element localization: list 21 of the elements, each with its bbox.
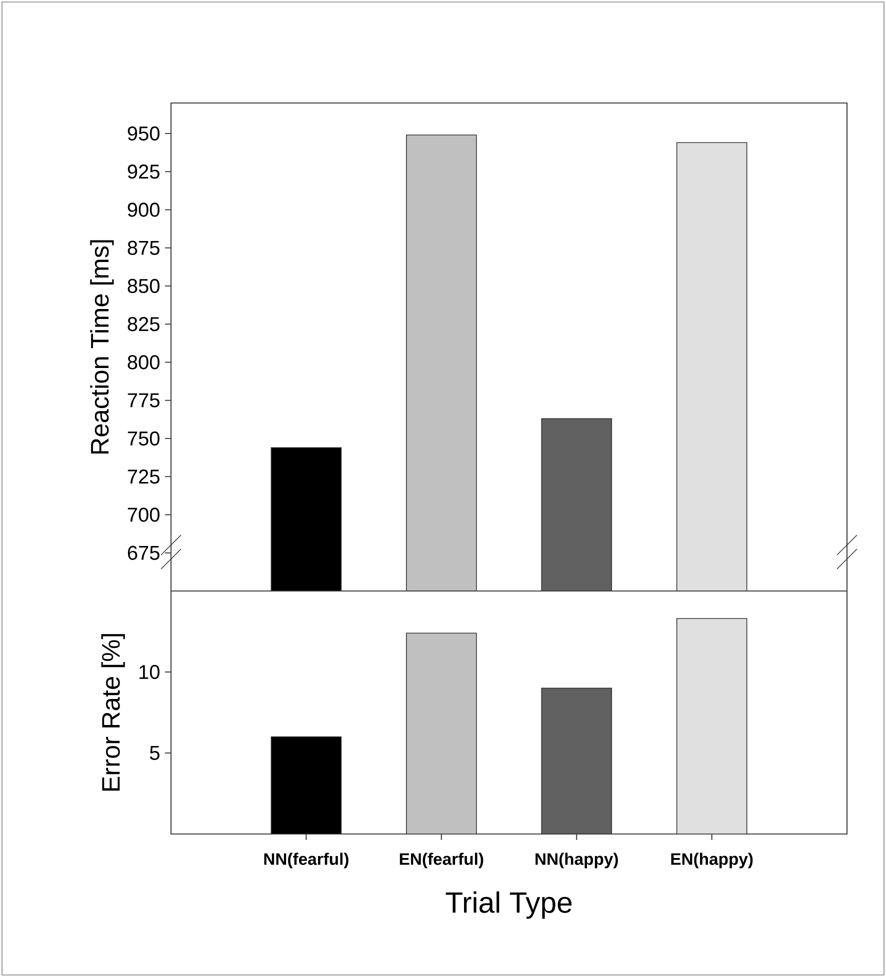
y-tick-label: 925 <box>128 164 160 179</box>
y-axis-title: Reaction Time [ms] <box>90 240 114 454</box>
y-tick-label: 750 <box>128 431 160 446</box>
y-tick-label: 800 <box>128 355 160 370</box>
x-tick-label: NN(fearful) <box>264 852 348 868</box>
y-tick-label: 950 <box>128 126 160 141</box>
y-tick-label: 10 <box>140 664 160 680</box>
x-tick-label: EN(happy) <box>671 852 753 868</box>
x-tick-label: EN(fearful) <box>400 852 484 868</box>
y-tick-label: 850 <box>128 278 160 294</box>
y-tick-label: 5 <box>150 746 160 760</box>
y-tick-label: 900 <box>128 202 160 217</box>
x-axis-title: Trial Type <box>446 891 572 919</box>
y-tick-label: 775 <box>128 393 160 408</box>
y-tick-label: 875 <box>128 240 160 255</box>
y-tick-label: 725 <box>128 470 160 484</box>
y-axis-title: Error Rate [%] <box>101 634 125 791</box>
y-tick-label: 825 <box>128 317 160 332</box>
y-tick-label: 700 <box>128 508 160 522</box>
x-tick-label: NN(happy) <box>536 852 618 868</box>
y-tick-label: 675 <box>128 546 160 560</box>
